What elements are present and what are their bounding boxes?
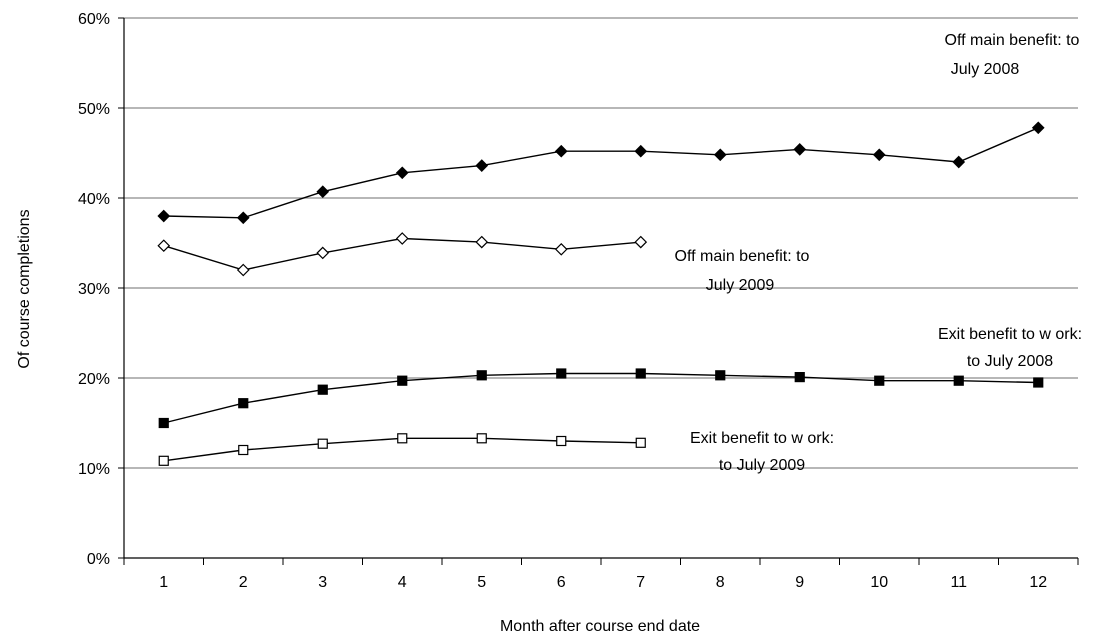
data-point <box>556 435 567 447</box>
data-point <box>317 384 328 395</box>
series-label-exit-2008-line2: to July 2008 <box>967 353 1053 370</box>
series-label-exit-2009-line2: to July 2009 <box>719 457 805 474</box>
data-point <box>872 148 886 162</box>
data-point <box>157 239 171 253</box>
data-point <box>476 433 487 444</box>
series-labels: Off main benefit: to July 2008 Off main … <box>675 32 1082 474</box>
data-point <box>158 455 169 466</box>
x-tick-label: 2 <box>239 574 248 591</box>
x-tick-label: 11 <box>950 574 967 591</box>
series-line-0 <box>163 127 1039 219</box>
x-tick-label: 10 <box>870 574 888 591</box>
data-point <box>316 185 330 199</box>
data-point <box>556 368 567 379</box>
y-tick-label: 30% <box>78 281 110 298</box>
y-tick-label: 40% <box>78 191 110 208</box>
data-point <box>238 444 249 456</box>
x-tick-label: 9 <box>795 574 804 591</box>
x-tick-label: 7 <box>636 574 645 591</box>
data-point <box>397 375 408 386</box>
series-markers <box>157 121 1045 466</box>
data-point <box>158 417 169 429</box>
data-point <box>635 437 646 448</box>
x-axis-title: Month after course end date <box>500 618 700 635</box>
data-point <box>952 155 966 169</box>
data-point <box>554 144 568 158</box>
x-axis-ticks: 1 2 3 4 5 6 7 8 9 10 11 12 <box>123 558 1079 591</box>
x-tick-label: 3 <box>318 574 327 591</box>
data-point <box>713 148 727 162</box>
data-point <box>397 433 408 444</box>
x-tick-label: 4 <box>398 574 407 591</box>
data-point <box>715 370 726 381</box>
data-point <box>236 263 250 277</box>
data-point <box>793 143 807 156</box>
data-point <box>476 370 487 381</box>
data-point <box>236 211 250 225</box>
data-point <box>395 232 409 245</box>
y-tick-label: 20% <box>78 371 110 388</box>
data-point <box>634 235 648 249</box>
series-line-2 <box>163 372 1039 424</box>
data-point <box>475 159 489 172</box>
data-point <box>1033 377 1044 388</box>
x-tick-label: 12 <box>1029 574 1047 591</box>
y-tick-label: 50% <box>78 101 110 118</box>
data-point <box>794 372 805 383</box>
x-tick-label: 8 <box>716 574 725 591</box>
data-point <box>634 144 648 158</box>
data-point <box>635 368 646 379</box>
y-axis-title: Of course completions <box>16 209 33 368</box>
series-label-exit-2009-line1: Exit benefit to w ork: <box>690 430 834 447</box>
data-point <box>238 398 249 409</box>
data-point <box>317 438 328 449</box>
series-label-exit-2008-line1: Exit benefit to w ork: <box>938 326 1082 343</box>
series-label-off-2009-line2: July 2009 <box>706 277 775 294</box>
data-point <box>874 375 885 386</box>
y-tick-label: 10% <box>78 461 110 478</box>
data-point <box>316 246 330 260</box>
x-tick-label: 1 <box>159 574 168 591</box>
y-tick-label: 60% <box>78 11 110 28</box>
series-label-off-2008-line1: Off main benefit: to <box>945 32 1080 49</box>
data-point <box>554 242 568 256</box>
data-point <box>475 235 489 249</box>
series-label-off-2008-line2: July 2008 <box>951 61 1020 78</box>
x-tick-label: 6 <box>557 574 566 591</box>
data-point <box>1031 121 1045 135</box>
y-axis-ticks: 0% 10% 20% 30% 40% 50% 60% <box>78 11 124 568</box>
y-tick-label: 0% <box>87 551 110 568</box>
data-point <box>953 375 964 386</box>
x-tick-label: 5 <box>477 574 486 591</box>
series-label-off-2009-line1: Off main benefit: to <box>675 248 810 265</box>
series-lines <box>163 127 1039 462</box>
data-point <box>157 209 171 223</box>
gridlines <box>124 17 1078 469</box>
data-point <box>395 166 409 180</box>
